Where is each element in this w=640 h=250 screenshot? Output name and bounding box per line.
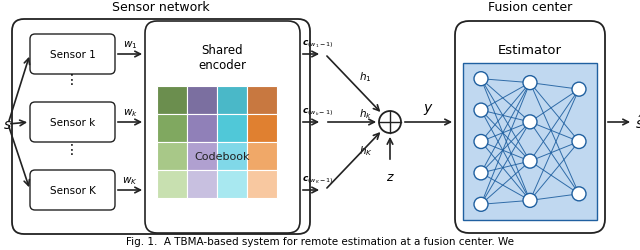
Bar [247,87,277,115]
Bar [187,142,217,170]
Text: Sensor K: Sensor K [49,185,95,195]
Bar [157,114,187,142]
Text: $w_1$: $w_1$ [123,39,137,51]
Bar [247,170,277,198]
Circle shape [572,187,586,201]
Circle shape [572,83,586,97]
Bar [157,142,187,170]
Bar [217,142,247,170]
Circle shape [523,194,537,207]
Text: $y$: $y$ [422,102,433,116]
Text: Estimator: Estimator [498,44,562,57]
FancyBboxPatch shape [455,22,605,233]
Text: Sensor network: Sensor network [112,1,210,14]
Circle shape [474,198,488,211]
Text: $w_k$: $w_k$ [122,107,138,118]
Text: Fusion center: Fusion center [488,1,572,14]
Circle shape [379,112,401,134]
Text: ⋮: ⋮ [65,142,79,156]
Text: $\hat{s}$: $\hat{s}$ [635,114,640,131]
Bar [463,64,597,220]
Bar [187,87,217,115]
Circle shape [572,135,586,149]
Bar [247,114,277,142]
Circle shape [523,154,537,168]
Bar [217,114,247,142]
Circle shape [474,166,488,180]
Text: $h_K$: $h_K$ [359,144,373,158]
Text: $w_K$: $w_K$ [122,174,138,186]
Bar [187,170,217,198]
Text: Shared
encoder: Shared encoder [198,44,246,72]
FancyBboxPatch shape [12,20,310,234]
Circle shape [474,104,488,118]
FancyBboxPatch shape [30,102,115,142]
Text: $\boldsymbol{c}_{(w_K-1)}$: $\boldsymbol{c}_{(w_K-1)}$ [302,174,334,185]
Text: Fig. 1.  A TBMA-based system for remote estimation at a fusion center. We: Fig. 1. A TBMA-based system for remote e… [126,236,514,246]
Text: $z$: $z$ [385,170,394,183]
Text: $s$: $s$ [3,118,12,132]
FancyBboxPatch shape [30,170,115,210]
Text: $\boldsymbol{c}_{(w_1-1)}$: $\boldsymbol{c}_{(w_1-1)}$ [302,38,333,50]
FancyBboxPatch shape [145,22,300,233]
Circle shape [474,72,488,86]
Text: $h_1$: $h_1$ [359,70,372,83]
Bar [247,142,277,170]
Text: $h_k$: $h_k$ [359,107,372,120]
Text: Codebook: Codebook [195,152,250,161]
FancyBboxPatch shape [30,35,115,75]
Bar [217,170,247,198]
Text: Sensor k: Sensor k [50,118,95,128]
Text: Sensor 1: Sensor 1 [50,50,95,60]
Bar [157,87,187,115]
Bar [157,170,187,198]
Text: $\boldsymbol{c}_{(w_k-1)}$: $\boldsymbol{c}_{(w_k-1)}$ [302,106,333,118]
Bar [187,114,217,142]
Circle shape [523,76,537,90]
Circle shape [523,116,537,129]
Text: ⋮: ⋮ [65,73,79,87]
Circle shape [474,135,488,149]
Bar [217,87,247,115]
